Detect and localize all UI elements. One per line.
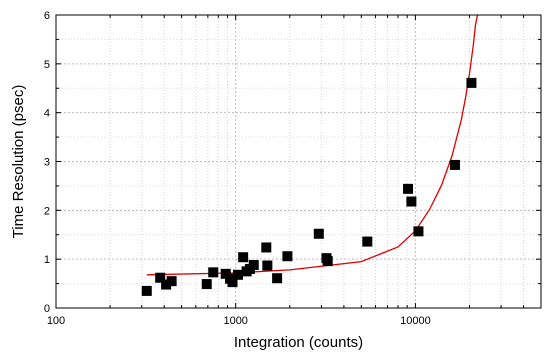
data-point <box>261 242 271 252</box>
data-point <box>282 251 292 261</box>
y-tick-label: 4 <box>44 108 50 120</box>
data-point <box>406 197 416 207</box>
data-point <box>450 160 460 170</box>
x-tick-label: 1000 <box>223 315 247 327</box>
x-tick-label: 10000 <box>400 315 431 327</box>
fit-curve-layer <box>147 13 478 275</box>
y-tick-label: 3 <box>44 157 50 169</box>
data-point <box>142 286 152 296</box>
data-point <box>362 237 372 247</box>
y-tick-label: 1 <box>44 254 50 266</box>
data-point <box>233 270 243 280</box>
data-point <box>249 260 259 270</box>
data-point <box>238 252 248 262</box>
y-tick-label: 2 <box>44 205 50 217</box>
x-tick-label: 100 <box>47 315 65 327</box>
y-axis-title: Time Resolution (psec) <box>10 85 27 239</box>
data-point <box>167 276 177 286</box>
data-point <box>262 261 272 271</box>
data-point <box>208 267 218 277</box>
fit-curve <box>147 13 478 275</box>
data-point <box>323 256 333 266</box>
data-point <box>403 184 413 194</box>
x-axis-title: Integration (counts) <box>234 334 363 351</box>
y-tick-label: 0 <box>44 303 50 315</box>
data-point <box>272 273 282 283</box>
data-points-layer <box>142 78 477 296</box>
data-point <box>466 78 476 88</box>
data-point <box>202 279 212 289</box>
y-tick-label: 6 <box>44 10 50 22</box>
data-point <box>413 226 423 236</box>
data-point <box>314 229 324 239</box>
y-tick-label: 5 <box>44 59 50 71</box>
grid-lines <box>56 15 541 308</box>
